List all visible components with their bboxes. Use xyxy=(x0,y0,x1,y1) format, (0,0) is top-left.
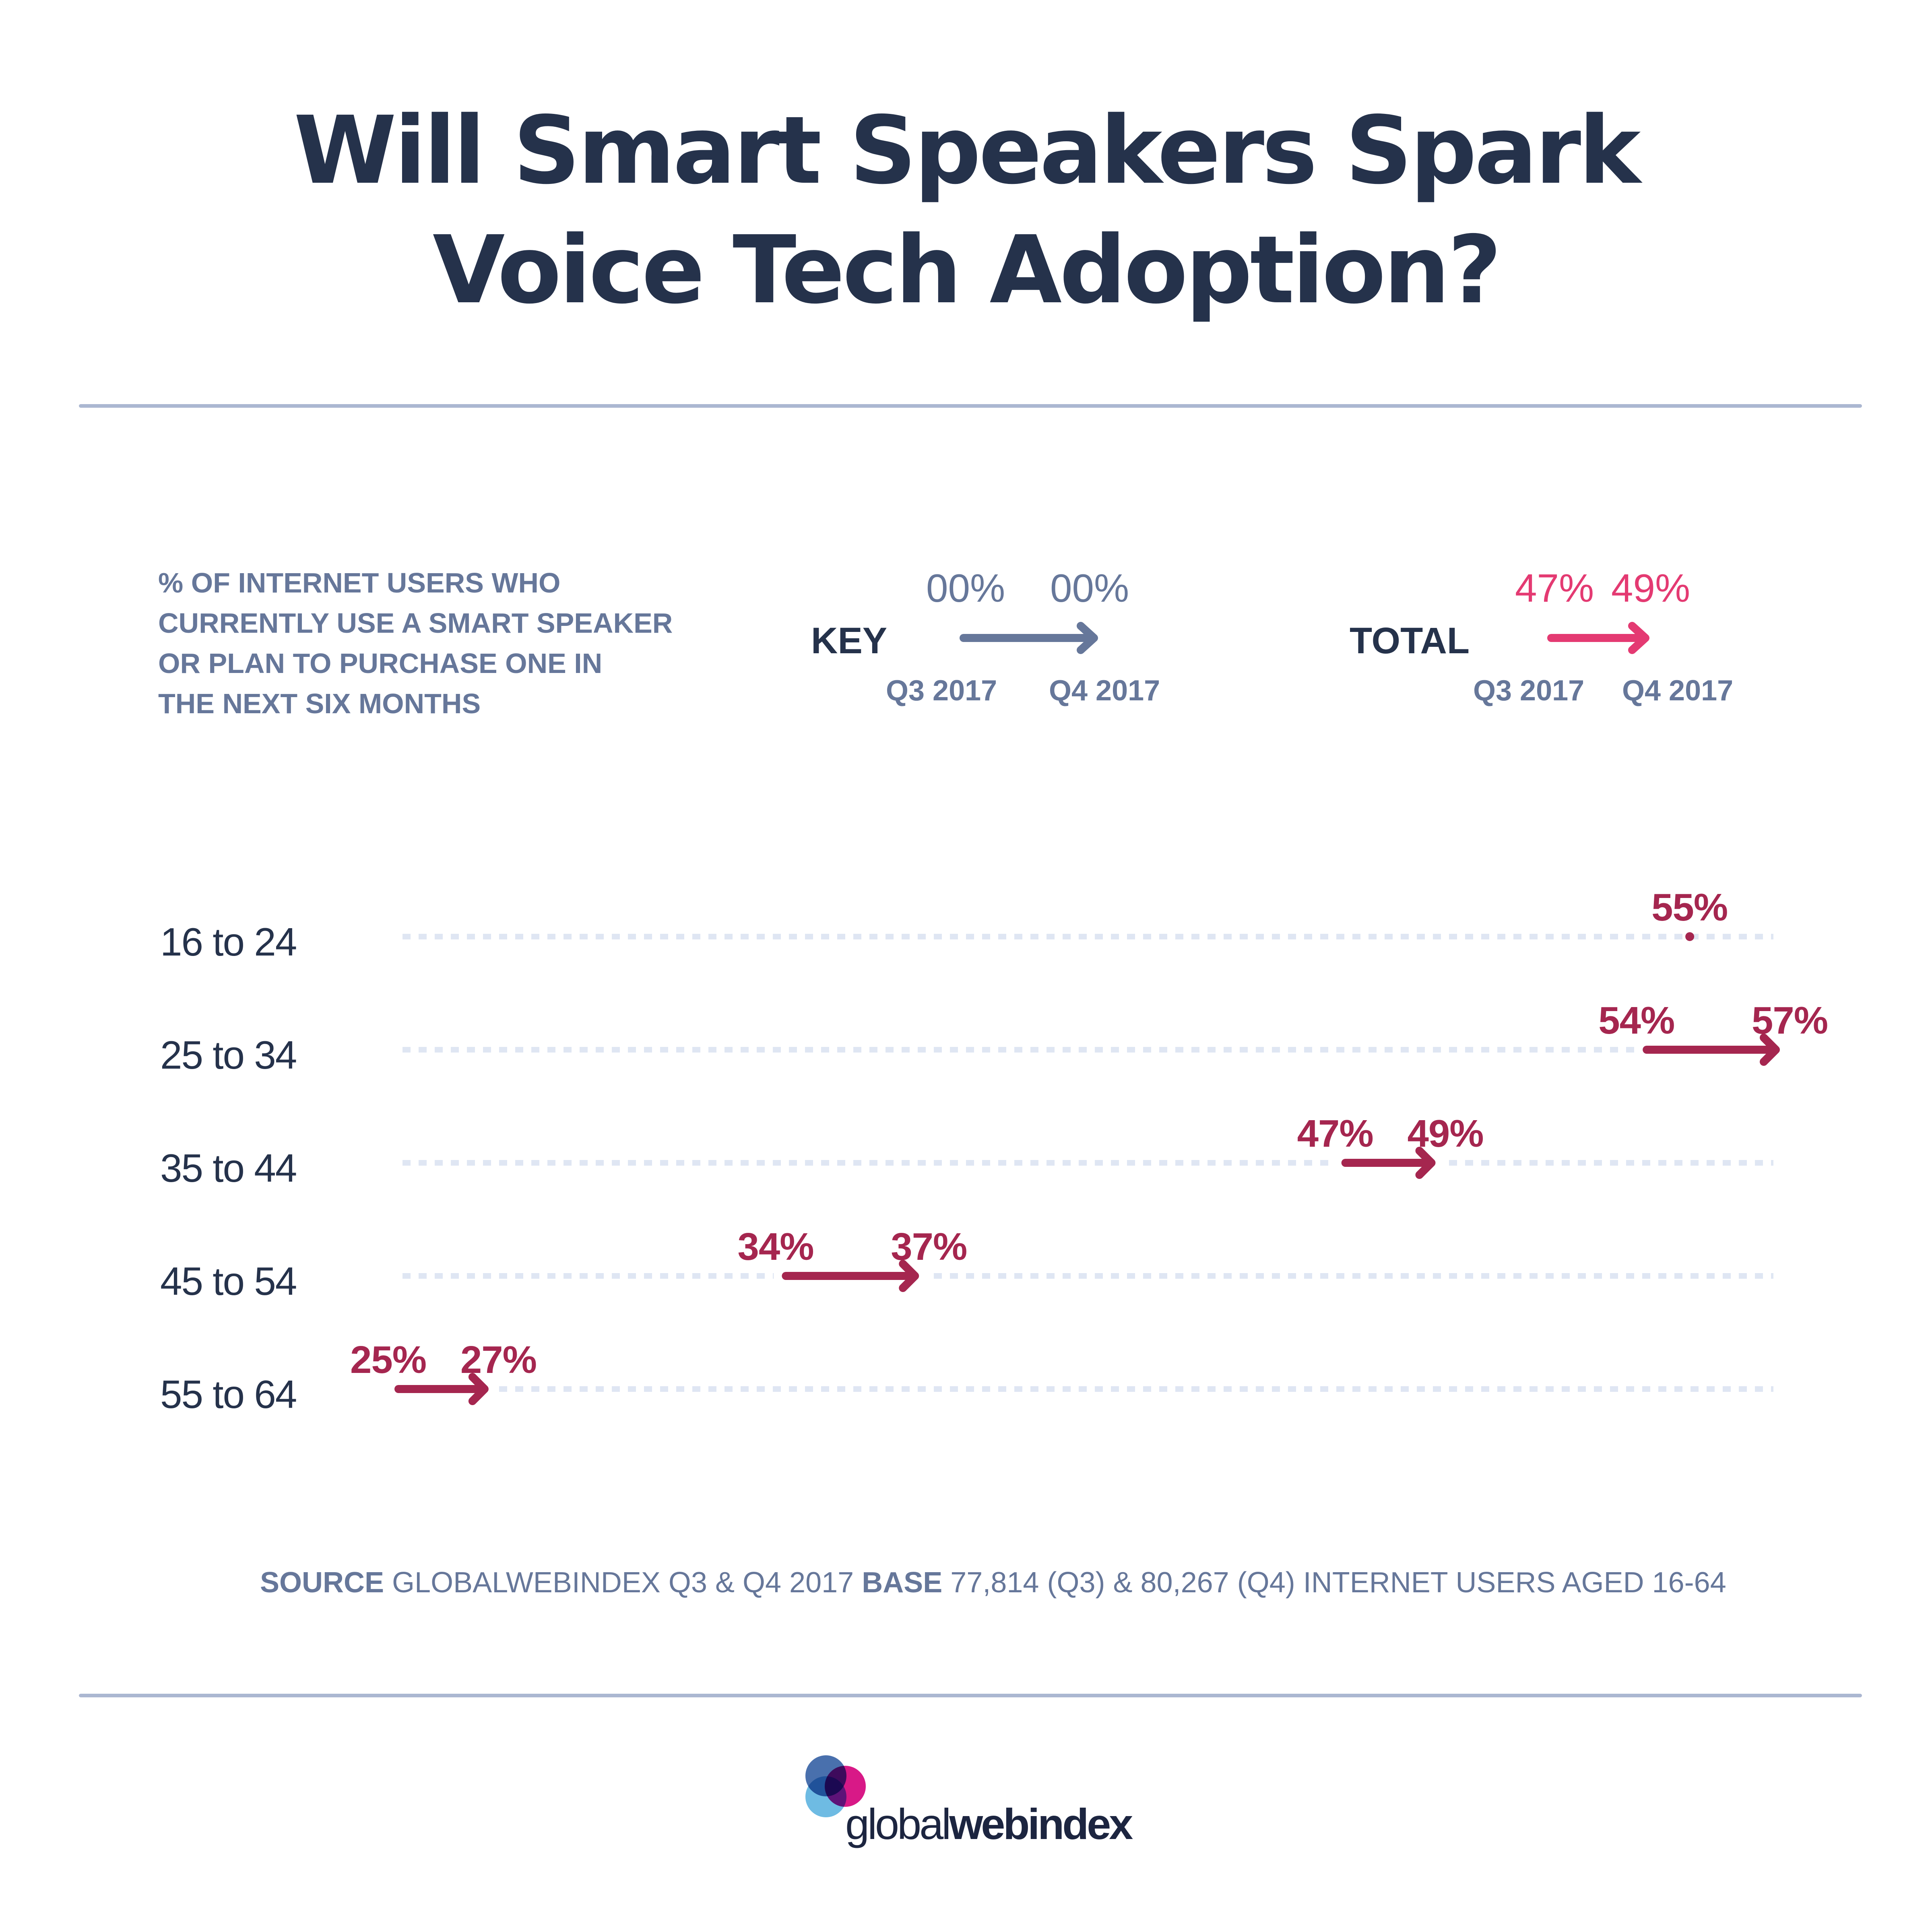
subtitle-line: CURRENTLY USE A SMART SPEAKER xyxy=(158,607,673,639)
row-label: 45 to 54 xyxy=(160,1259,297,1303)
total-to-value: 49% xyxy=(1611,566,1690,610)
row-label: 35 to 44 xyxy=(160,1146,297,1190)
row-label: 55 to 64 xyxy=(160,1372,297,1416)
q4-value-label: 27% xyxy=(460,1338,537,1381)
key-to-value: 00% xyxy=(1050,566,1129,610)
unchanged-value-dot xyxy=(1685,932,1695,941)
subtitle-line: OR PLAN TO PURCHASE ONE IN xyxy=(158,648,603,679)
source-text: GLOBALWEBINDEX Q3 & Q4 2017 xyxy=(384,1567,862,1599)
value-label: 55% xyxy=(1651,886,1728,929)
base-label: BASE xyxy=(862,1567,943,1599)
key-from-period: Q3 2017 xyxy=(886,675,997,707)
total-arrow-icon xyxy=(1547,622,1649,654)
logo-wordmark: globalwebindex xyxy=(845,1800,1133,1848)
row-label: 25 to 34 xyxy=(160,1033,297,1077)
total-from-period: Q3 2017 xyxy=(1473,675,1585,707)
title-line-1: Will Smart Speakers Spark xyxy=(293,96,1641,205)
bottom-divider xyxy=(79,1694,1862,1697)
q4-value-label: 49% xyxy=(1407,1112,1484,1155)
title-line-2: Voice Tech Adoption? xyxy=(432,216,1502,324)
change-arrow-head xyxy=(1760,1034,1780,1066)
q4-value-label: 57% xyxy=(1752,999,1828,1042)
q3-value-label: 34% xyxy=(737,1225,814,1268)
q3-value-label: 54% xyxy=(1598,999,1675,1042)
top-divider xyxy=(79,404,1862,408)
key-from-value: 00% xyxy=(926,566,1005,610)
change-arrow-head xyxy=(1415,1147,1436,1179)
total-from-value: 47% xyxy=(1515,566,1594,610)
row-label: 16 to 24 xyxy=(160,920,297,964)
logo-text-webindex: webindex xyxy=(949,1800,1133,1848)
subtitle-line: % OF INTERNET USERS WHO xyxy=(158,567,561,599)
logo-text-global: global xyxy=(845,1800,951,1848)
key-arrow-icon xyxy=(960,622,1098,654)
q3-value-label: 47% xyxy=(1297,1112,1374,1155)
q4-value-label: 37% xyxy=(891,1225,967,1268)
change-arrow-head xyxy=(899,1260,919,1292)
change-arrow-head xyxy=(468,1373,489,1405)
key-to-period: Q4 2017 xyxy=(1049,675,1160,707)
total-to-period: Q4 2017 xyxy=(1622,675,1734,707)
q3-value-label: 25% xyxy=(350,1338,427,1381)
globalwebindex-logo-icon xyxy=(805,1755,866,1817)
source-note: SOURCE GLOBALWEBINDEX Q3 & Q4 2017 BASE … xyxy=(260,1568,1726,1597)
subtitle-line: THE NEXT SIX MONTHS xyxy=(158,688,481,719)
key-label: KEY xyxy=(811,620,888,661)
chart-subtitle: % OF INTERNET USERS WHO CURRENTLY USE A … xyxy=(158,563,673,724)
total-label: TOTAL xyxy=(1350,620,1470,661)
source-label: SOURCE xyxy=(260,1567,384,1599)
base-text: 77,814 (Q3) & 80,267 (Q4) INTERNET USERS… xyxy=(942,1567,1726,1599)
